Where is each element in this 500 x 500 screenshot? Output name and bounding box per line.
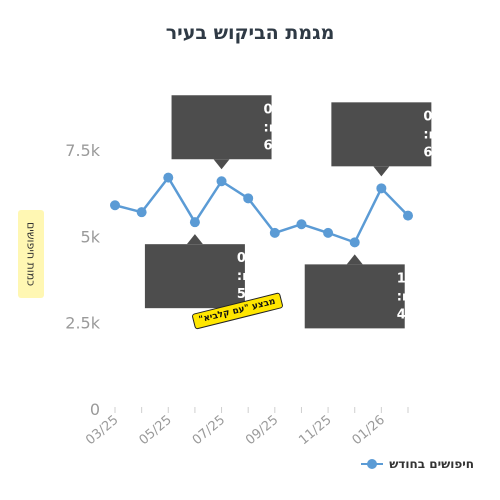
- legend[interactable]: חיפושים בחודש: [361, 457, 474, 471]
- callout-box: [304, 264, 405, 329]
- callout-text: כמות חיפושים:: [397, 289, 485, 304]
- data-point: [163, 172, 174, 183]
- callout-text: כמות חיפושים:: [423, 127, 500, 142]
- callout-text: 6,595: [264, 138, 305, 153]
- callout-text: 01/26: [423, 109, 464, 124]
- legend-marker-icon: [361, 459, 384, 469]
- data-point: [376, 183, 387, 194]
- series-line: [110, 172, 413, 248]
- chart-title: מגמת הביקוש בעיר: [165, 22, 335, 44]
- callout-text: כמות חיפושים:: [264, 120, 352, 135]
- x-tick-label: 07/25: [190, 413, 228, 449]
- series-path: [114, 176, 409, 244]
- data-point: [296, 219, 307, 230]
- y-tick-label: 2.5k: [65, 314, 100, 333]
- x-tick-label: 01/26: [350, 413, 388, 449]
- y-axis-label-background: [18, 210, 44, 298]
- callout-text: 6,390: [423, 145, 464, 160]
- callout-text: 4,825: [397, 307, 438, 322]
- data-point: [349, 237, 360, 248]
- data-point: [110, 200, 120, 211]
- y-tick-label: 5k: [81, 227, 101, 246]
- y-tick-label: 0: [90, 400, 100, 419]
- x-tick-label: 09/25: [243, 413, 281, 449]
- y-tick-label: 7.5k: [65, 141, 100, 160]
- callout-07-25: 07/25 כמות חיפושים: 6,595: [171, 95, 352, 170]
- callouts: 07/25 כמות חיפושים: 6,595 01/26 כמות חיפושים…: [144, 95, 500, 329]
- callout-box: [331, 102, 432, 167]
- callout-pointer: [213, 159, 230, 170]
- callout-12-25: 12/25 כמות חיפושים: 4,825: [304, 254, 485, 329]
- callout-text: כמות חיפושים:: [237, 269, 325, 284]
- callout-text: 12/25: [397, 271, 438, 286]
- legend-label: חיפושים בחודש: [389, 457, 474, 471]
- callout-pointer: [346, 254, 363, 265]
- callout-text: 07/25: [264, 102, 305, 117]
- data-point: [269, 227, 280, 238]
- x-tick-label: 11/25: [296, 413, 334, 449]
- y-axis-label: כמות חיפושים: [24, 221, 38, 287]
- x-tick-label: 05/25: [136, 413, 174, 449]
- callout-box: [171, 95, 272, 160]
- data-point: [216, 176, 227, 187]
- callout-pointer: [186, 234, 203, 245]
- data-point: [323, 227, 334, 238]
- data-point: [403, 210, 413, 221]
- callout-box: [144, 244, 245, 309]
- callout-text: 06/25: [237, 251, 278, 266]
- callout-01-26: 01/26 כמות חיפושים: 6,390: [331, 102, 500, 177]
- data-point: [189, 217, 200, 228]
- callout-pointer: [373, 166, 390, 177]
- data-point: [243, 193, 254, 204]
- data-point: [136, 207, 147, 218]
